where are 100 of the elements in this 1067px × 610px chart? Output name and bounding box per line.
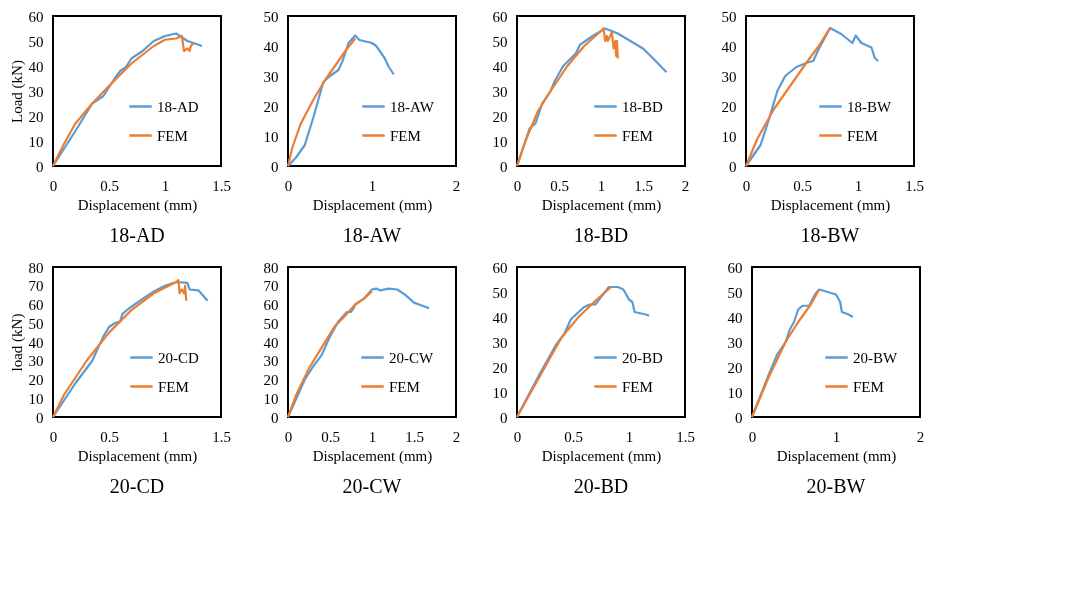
text: 18-AW bbox=[342, 224, 402, 246]
x-tick-label: 0.5 bbox=[793, 177, 812, 194]
y-tick-label: 20 bbox=[492, 359, 508, 376]
legend-label: 20-CW bbox=[389, 349, 434, 366]
y-tick-label: 50 bbox=[263, 315, 279, 332]
x-tick-label: 2 bbox=[681, 177, 690, 194]
x-tick-label: 0.5 bbox=[550, 177, 569, 194]
y-tick-label: 10 bbox=[263, 128, 279, 145]
y-tick-label: 60 bbox=[492, 8, 508, 25]
line-series bbox=[750, 288, 821, 419]
y-tick-label: 20 bbox=[28, 108, 44, 125]
y-tick-label: 40 bbox=[492, 309, 508, 326]
y-tick-label: 20 bbox=[721, 98, 737, 115]
x-tick-label: 0 bbox=[284, 428, 293, 445]
y-tick-label: 0 bbox=[500, 158, 508, 175]
y-tick-label: 60 bbox=[263, 297, 279, 313]
x-axis-title: Displacement (mm) bbox=[541, 196, 662, 214]
x-tick-label: 0.5 bbox=[321, 428, 340, 445]
y-tick-label: 60 bbox=[492, 259, 508, 276]
legend-label: FEM bbox=[847, 127, 878, 144]
x-tick-label: 1.5 bbox=[634, 177, 653, 194]
line-series bbox=[515, 27, 619, 168]
line-series bbox=[286, 37, 357, 168]
legend-label: FEM bbox=[389, 378, 420, 395]
text: 18-AD bbox=[109, 224, 165, 246]
y-tick-label: 10 bbox=[492, 384, 508, 401]
y-tick-label: 80 bbox=[28, 259, 44, 276]
y-tick-label: 20 bbox=[263, 372, 279, 388]
y-tick-label: 0 bbox=[729, 158, 737, 175]
line-series bbox=[744, 26, 832, 168]
legend-label: 20-CD bbox=[158, 349, 199, 366]
x-tick-label: 0 bbox=[513, 177, 522, 194]
y-axis-title: load (kN) bbox=[8, 313, 26, 372]
y-tick-label: 10 bbox=[28, 133, 44, 150]
legend-label: 20-BD bbox=[622, 349, 663, 366]
y-tick-label: 40 bbox=[721, 38, 737, 55]
legend-label: 18-BD bbox=[622, 98, 663, 115]
x-tick-label: 2 bbox=[916, 428, 925, 445]
x-tick-label: 1.5 bbox=[212, 177, 231, 194]
y-tick-label: 50 bbox=[492, 284, 508, 301]
x-axis-title: Displacement (mm) bbox=[77, 196, 198, 214]
legend-label: FEM bbox=[853, 378, 884, 395]
x-tick-label: 1 bbox=[597, 177, 606, 194]
y-tick-label: 30 bbox=[492, 83, 508, 100]
y-tick-label: 50 bbox=[721, 8, 737, 25]
y-tick-label: 60 bbox=[727, 259, 743, 276]
text: 20-BD bbox=[573, 475, 629, 497]
y-tick-label: 10 bbox=[721, 128, 737, 145]
x-tick-label: 1.5 bbox=[676, 428, 695, 445]
y-tick-label: 0 bbox=[500, 409, 508, 426]
legend-label: FEM bbox=[622, 378, 653, 395]
y-tick-label: 80 bbox=[263, 259, 279, 276]
y-tick-label: 30 bbox=[727, 334, 743, 351]
y-tick-label: 30 bbox=[263, 353, 279, 370]
x-tick-label: 1 bbox=[161, 177, 170, 194]
y-axis-title: Load (kN) bbox=[8, 60, 26, 123]
x-tick-label: 1 bbox=[625, 428, 634, 445]
y-tick-label: 0 bbox=[36, 409, 44, 426]
y-tick-label: 10 bbox=[263, 390, 279, 407]
legend-label: FEM bbox=[158, 378, 189, 395]
y-tick-label: 20 bbox=[492, 108, 508, 125]
y-tick-label: 70 bbox=[263, 278, 279, 295]
text: 18-BW bbox=[800, 224, 860, 246]
y-tick-label: 40 bbox=[28, 58, 44, 75]
x-tick-label: 0 bbox=[748, 428, 757, 445]
line-series bbox=[515, 285, 613, 419]
legend-label: 18-AW bbox=[390, 98, 435, 115]
y-tick-label: 40 bbox=[263, 334, 279, 351]
legend-label: 18-BW bbox=[847, 98, 892, 115]
x-tick-label: 0 bbox=[49, 177, 58, 194]
x-tick-label: 1.5 bbox=[405, 428, 424, 445]
y-tick-label: 30 bbox=[263, 68, 279, 85]
x-axis-title: Displacement (mm) bbox=[312, 196, 433, 214]
y-tick-label: 10 bbox=[492, 133, 508, 150]
y-tick-label: 40 bbox=[492, 58, 508, 75]
y-tick-label: 10 bbox=[28, 390, 44, 407]
y-tick-label: 0 bbox=[271, 158, 279, 175]
x-tick-label: 0 bbox=[49, 428, 58, 445]
x-tick-label: 2 bbox=[452, 177, 461, 194]
x-axis-title: Displacement (mm) bbox=[77, 447, 198, 465]
text: 18-BD bbox=[573, 224, 629, 246]
x-tick-label: 1 bbox=[854, 177, 863, 194]
y-tick-label: 40 bbox=[727, 309, 743, 326]
legend-label: FEM bbox=[622, 127, 653, 144]
y-tick-label: 70 bbox=[28, 278, 44, 295]
y-tick-label: 50 bbox=[28, 33, 44, 50]
x-tick-label: 0 bbox=[513, 428, 522, 445]
y-tick-label: 40 bbox=[263, 38, 279, 55]
text: 20-CW bbox=[342, 475, 402, 497]
y-tick-label: 20 bbox=[263, 98, 279, 115]
x-axis-title: Displacement (mm) bbox=[312, 447, 433, 465]
x-tick-label: 0 bbox=[284, 177, 293, 194]
y-tick-label: 20 bbox=[727, 359, 743, 376]
y-tick-label: 10 bbox=[727, 384, 743, 401]
x-tick-label: 1 bbox=[368, 177, 377, 194]
x-axis-title: Displacement (mm) bbox=[776, 447, 897, 465]
x-tick-label: 1 bbox=[832, 428, 841, 445]
x-tick-label: 0.5 bbox=[100, 177, 119, 194]
y-tick-label: 50 bbox=[492, 33, 508, 50]
x-tick-label: 1 bbox=[161, 428, 170, 445]
